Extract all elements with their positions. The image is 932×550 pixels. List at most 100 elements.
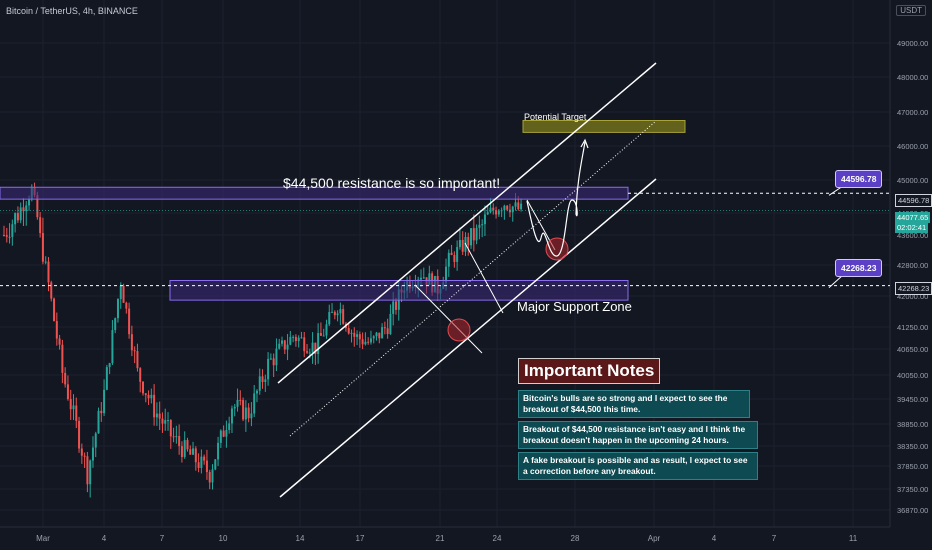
candle-body xyxy=(69,399,72,410)
candle-body xyxy=(222,430,225,437)
candle-body xyxy=(361,339,364,345)
candle-body xyxy=(264,379,267,383)
candle-body xyxy=(214,459,217,470)
candle-body xyxy=(103,389,106,414)
candle-body xyxy=(147,394,150,399)
x-tick-label: 21 xyxy=(436,534,445,543)
support-price-tag[interactable]: 42268.23 xyxy=(835,259,883,277)
candle-body xyxy=(50,282,53,299)
note-1: Bitcoin's bulls are so strong and I expe… xyxy=(518,390,750,418)
y-tick-label: 39450.00 xyxy=(897,395,928,404)
candle-body xyxy=(372,336,375,339)
candle-body xyxy=(358,334,361,340)
candle-body xyxy=(228,423,231,431)
candle-body xyxy=(520,203,523,210)
y-tick-label: 42800.00 xyxy=(897,261,928,270)
candle-body xyxy=(394,301,397,310)
candle-body xyxy=(422,277,425,279)
flag-line-1 xyxy=(414,284,483,354)
candle-body xyxy=(297,337,300,342)
x-tick-label: 14 xyxy=(296,534,305,543)
candle-body xyxy=(244,407,247,420)
candle-body xyxy=(172,436,175,438)
candle-body xyxy=(158,413,161,419)
y-tick-label: 40650.00 xyxy=(897,345,928,354)
candle-body xyxy=(247,407,250,419)
y-tick-label: 42000.00 xyxy=(897,292,928,301)
candle-body xyxy=(497,210,500,215)
y-tick-label: 37850.00 xyxy=(897,462,928,471)
candle-body xyxy=(286,344,289,350)
candle-body xyxy=(94,433,97,448)
candle-body xyxy=(308,352,311,354)
support-annotation: Major Support Zone xyxy=(517,299,632,314)
candle-body xyxy=(492,207,495,211)
y-tick-label: 36870.00 xyxy=(897,506,928,515)
y-tick-label: 47000.00 xyxy=(897,108,928,117)
candle-body xyxy=(14,213,17,225)
candle-body xyxy=(353,332,356,337)
candle-body xyxy=(125,302,128,309)
candle-body xyxy=(192,448,195,455)
candle-body xyxy=(495,210,498,215)
candle-body xyxy=(475,227,478,241)
candle-body xyxy=(458,239,461,248)
candle-body xyxy=(153,394,156,418)
candle-body xyxy=(350,332,353,334)
bounce-circle-2 xyxy=(545,237,569,261)
candle-body xyxy=(255,390,258,394)
candle-body xyxy=(336,313,339,316)
target-annotation: Potential Target xyxy=(524,112,587,122)
candle-body xyxy=(314,342,317,355)
candle-body xyxy=(80,448,83,456)
support-price-label: 42268.23 xyxy=(895,282,932,295)
candle-body xyxy=(64,372,67,385)
candle-body xyxy=(89,460,92,485)
candle-body xyxy=(333,311,336,316)
candle-body xyxy=(292,336,295,338)
candle-body xyxy=(205,460,208,473)
candle-body xyxy=(481,224,484,226)
candle-body xyxy=(450,252,453,256)
candle-body xyxy=(239,399,242,401)
currency-label[interactable]: USDT xyxy=(896,5,926,16)
candle-body xyxy=(303,337,306,352)
candle-body xyxy=(25,205,28,212)
bounce-circle-1 xyxy=(447,318,471,342)
candle-body xyxy=(91,447,94,461)
candle-body xyxy=(75,405,78,421)
candle-body xyxy=(339,309,342,314)
candle-body xyxy=(342,309,345,324)
y-tick-label: 45000.00 xyxy=(897,176,928,185)
x-tick-label: 10 xyxy=(219,534,228,543)
candle-body xyxy=(208,472,211,483)
note-3: A fake breakout is possible and as resul… xyxy=(518,452,758,480)
x-tick-label: 28 xyxy=(571,534,580,543)
candle-body xyxy=(133,350,136,352)
candle-body xyxy=(16,213,19,221)
candle-body xyxy=(300,337,303,339)
candle-body xyxy=(267,358,270,380)
candle-body xyxy=(478,224,481,228)
candle-body xyxy=(386,328,389,335)
candle-body xyxy=(8,236,11,238)
candle-body xyxy=(19,207,22,221)
candle-body xyxy=(453,255,456,262)
candle-body xyxy=(486,212,489,215)
candle-body xyxy=(122,285,125,303)
resistance-price-tag[interactable]: 44596.78 xyxy=(835,170,883,188)
candle-body xyxy=(11,224,14,237)
x-tick-label: 11 xyxy=(849,534,858,543)
candle-body xyxy=(294,336,297,342)
candle-body xyxy=(41,232,44,262)
candle-body xyxy=(169,420,172,437)
candle-body xyxy=(369,338,372,343)
candle-body xyxy=(420,277,422,280)
y-tick-label: 41250.00 xyxy=(897,323,928,332)
candle-body xyxy=(511,206,514,213)
candle-body xyxy=(178,436,181,447)
candle-body xyxy=(183,440,186,457)
candle-body xyxy=(278,343,281,349)
candle-body xyxy=(514,202,517,207)
